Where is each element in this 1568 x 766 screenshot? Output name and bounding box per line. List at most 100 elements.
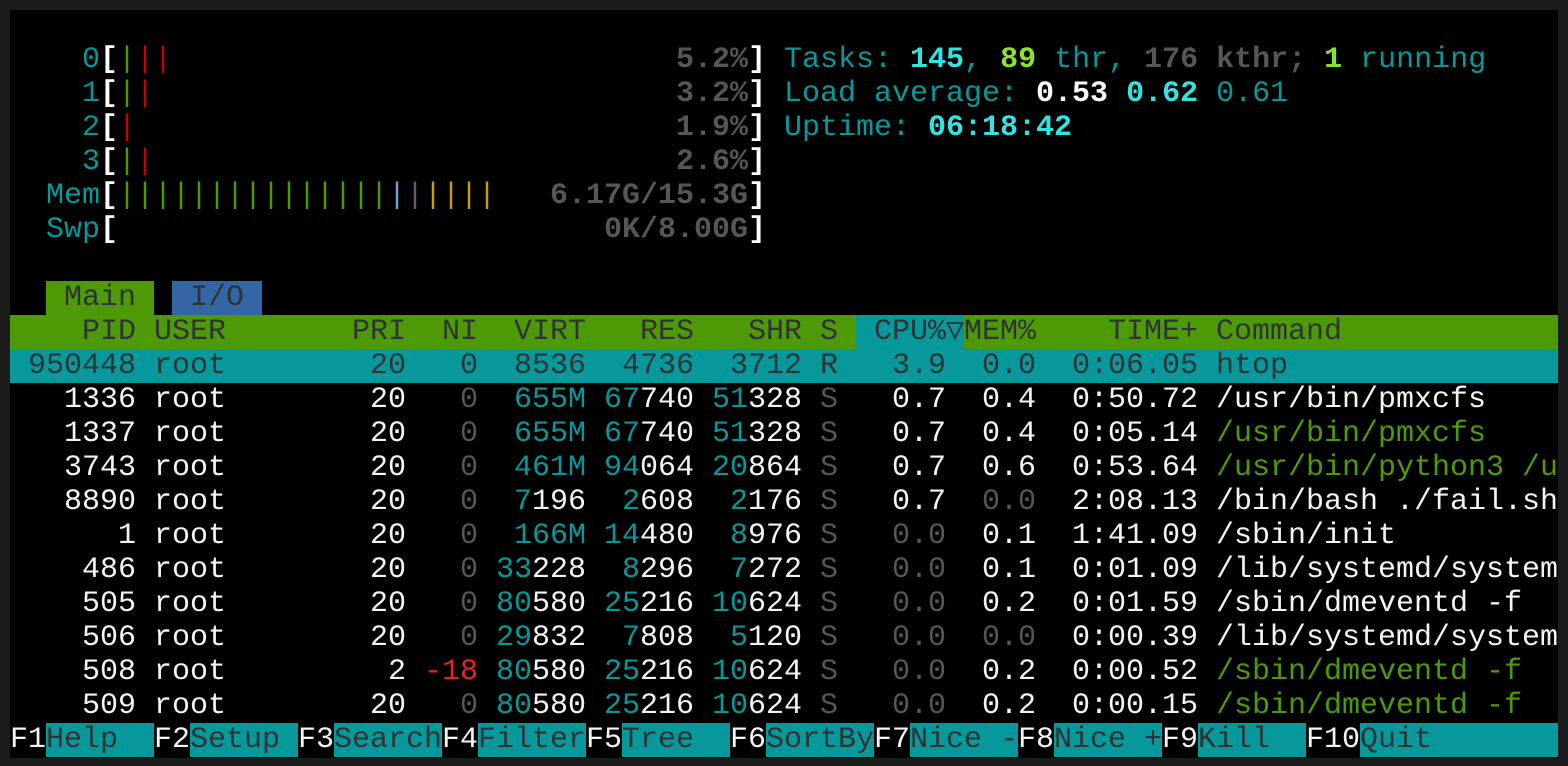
process-s[interactable]: S — [820, 621, 838, 655]
footer-key-f10[interactable]: F10 — [1306, 723, 1361, 757]
process-time[interactable]: 0:06.05 — [1071, 349, 1198, 383]
process-pid[interactable]: 8890 — [63, 485, 136, 519]
process-user[interactable]: root — [154, 349, 227, 383]
column-header-shr[interactable]: SHR — [747, 315, 802, 349]
process-ni[interactable]: 0 — [459, 417, 478, 451]
column-header-cpu[interactable]: CPU%▽ — [874, 315, 964, 349]
process-virt[interactable]: 80580 — [496, 587, 586, 621]
process-shr[interactable]: 10624 — [712, 587, 802, 621]
footer-key-f9[interactable]: F9 — [1162, 723, 1199, 757]
column-header-mem[interactable]: MEM% — [964, 315, 1036, 349]
process-s[interactable]: S — [820, 485, 838, 519]
process-res[interactable]: 4736 — [621, 349, 694, 383]
process-ni[interactable]: 0 — [459, 553, 478, 587]
process-virt[interactable]: 655M — [513, 417, 586, 451]
process-time[interactable]: 0:00.52 — [1071, 655, 1198, 689]
process-shr[interactable]: 5120 — [729, 621, 802, 655]
process-ni[interactable]: -18 — [424, 655, 478, 689]
process-user[interactable]: root — [154, 621, 227, 655]
process-cpu[interactable]: 0.0 — [891, 519, 946, 553]
process-user[interactable]: root — [154, 485, 227, 519]
footer-sortby-button[interactable]: SortBy — [766, 723, 874, 757]
process-virt[interactable]: 7196 — [513, 485, 586, 519]
footer-key-f3[interactable]: F3 — [298, 723, 335, 757]
tab-io[interactable]: I/O — [172, 281, 262, 315]
process-res[interactable]: 25216 — [604, 655, 694, 689]
process-s[interactable]: S — [820, 553, 838, 587]
process-pid[interactable]: 950448 — [27, 349, 136, 383]
process-virt[interactable]: 33228 — [496, 553, 586, 587]
process-pri[interactable]: 20 — [369, 451, 406, 485]
column-header-time[interactable]: TIME+ — [1107, 315, 1198, 349]
process-time[interactable]: 1:41.09 — [1071, 519, 1198, 553]
process-pid[interactable]: 505 — [81, 587, 136, 621]
process-cmd[interactable]: htop — [1216, 349, 1289, 383]
process-pid[interactable]: 3743 — [63, 451, 136, 485]
process-s[interactable]: S — [820, 655, 838, 689]
process-ni[interactable]: 0 — [459, 485, 478, 519]
process-pri[interactable]: 20 — [369, 519, 406, 553]
process-pid[interactable]: 508 — [81, 655, 136, 689]
process-shr[interactable]: 20864 — [712, 451, 802, 485]
process-cmd[interactable]: /usr/bin/pmxcfs — [1216, 383, 1487, 417]
process-user[interactable]: root — [154, 417, 227, 451]
process-s[interactable]: S — [820, 689, 838, 723]
column-header-virt[interactable]: VIRT — [513, 315, 586, 349]
process-mem[interactable]: 0.4 — [981, 417, 1036, 451]
process-virt[interactable]: 461M — [513, 451, 586, 485]
process-time[interactable]: 0:01.09 — [1071, 553, 1198, 587]
process-pri[interactable]: 20 — [369, 417, 406, 451]
process-pid[interactable]: 506 — [81, 621, 136, 655]
process-s[interactable]: R — [820, 349, 838, 383]
process-cmd[interactable]: /lib/systemd/system — [1216, 621, 1558, 655]
process-mem[interactable]: 0.6 — [981, 451, 1036, 485]
process-time[interactable]: 0:53.64 — [1071, 451, 1198, 485]
process-shr[interactable]: 10624 — [712, 655, 802, 689]
process-pri[interactable]: 20 — [369, 553, 406, 587]
process-res[interactable]: 67740 — [604, 417, 694, 451]
process-pri[interactable]: 20 — [369, 621, 406, 655]
footer-key-f2[interactable]: F2 — [154, 723, 191, 757]
process-pri[interactable]: 20 — [369, 587, 406, 621]
process-cpu[interactable]: 0.7 — [891, 451, 946, 485]
footer-key-f6[interactable]: F6 — [730, 723, 767, 757]
process-pid[interactable]: 1 — [117, 519, 136, 553]
footer-quit-button[interactable]: Quit — [1360, 723, 1558, 757]
process-ni[interactable]: 0 — [459, 689, 478, 723]
column-header-user[interactable]: USER — [154, 315, 227, 349]
process-pri[interactable]: 20 — [369, 349, 406, 383]
process-time[interactable]: 0:00.39 — [1071, 621, 1198, 655]
process-mem[interactable]: 0.0 — [981, 349, 1036, 383]
process-cpu[interactable]: 0.0 — [891, 553, 946, 587]
process-time[interactable]: 0:01.59 — [1071, 587, 1198, 621]
column-header-pri[interactable]: PRI — [352, 315, 406, 349]
process-user[interactable]: root — [154, 655, 227, 689]
process-pri[interactable]: 20 — [369, 383, 406, 417]
footer-key-f7[interactable]: F7 — [874, 723, 911, 757]
process-time[interactable]: 0:05.14 — [1071, 417, 1198, 451]
column-header-s[interactable]: S — [820, 315, 838, 349]
process-s[interactable]: S — [820, 383, 838, 417]
process-cpu[interactable]: 0.0 — [891, 689, 946, 723]
footer-nice-button[interactable]: Nice + — [1054, 723, 1162, 757]
process-cpu[interactable]: 3.9 — [891, 349, 946, 383]
process-shr[interactable]: 3712 — [729, 349, 802, 383]
process-time[interactable]: 0:00.15 — [1071, 689, 1198, 723]
process-cpu[interactable]: 0.0 — [891, 587, 946, 621]
process-res[interactable]: 25216 — [604, 689, 694, 723]
process-cmd[interactable]: /sbin/dmeventd -f — [1216, 587, 1523, 621]
footer-nice-button[interactable]: Nice - — [910, 723, 1018, 757]
process-cpu[interactable]: 0.0 — [891, 655, 946, 689]
footer-setup-button[interactable]: Setup — [190, 723, 298, 757]
process-virt[interactable]: 8536 — [513, 349, 586, 383]
process-ni[interactable]: 0 — [459, 519, 478, 553]
process-s[interactable]: S — [820, 417, 838, 451]
process-res[interactable]: 67740 — [604, 383, 694, 417]
process-time[interactable]: 2:08.13 — [1071, 485, 1198, 519]
process-s[interactable]: S — [820, 519, 838, 553]
process-pid[interactable]: 1337 — [63, 417, 136, 451]
process-res[interactable]: 7808 — [621, 621, 694, 655]
process-pid[interactable]: 509 — [81, 689, 136, 723]
process-cmd[interactable]: /usr/bin/pmxcfs — [1216, 417, 1487, 451]
tab-main[interactable]: Main — [46, 281, 154, 315]
